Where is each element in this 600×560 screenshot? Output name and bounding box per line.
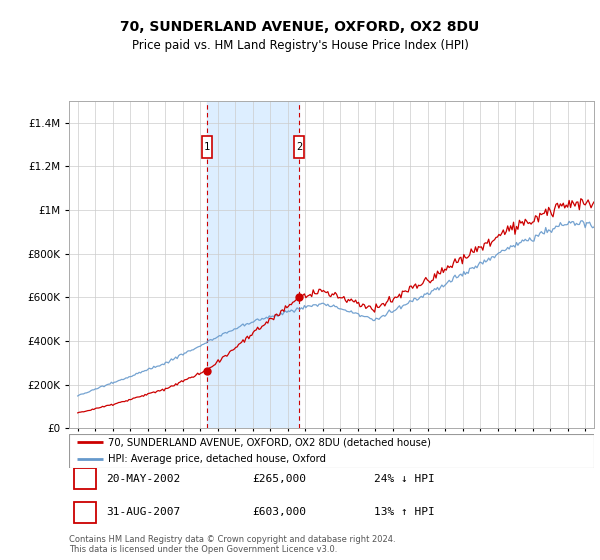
Text: 24% ↓ HPI: 24% ↓ HPI: [373, 474, 434, 484]
Text: 2: 2: [296, 142, 302, 152]
FancyBboxPatch shape: [202, 136, 212, 157]
Text: 1: 1: [204, 142, 210, 152]
Text: 70, SUNDERLAND AVENUE, OXFORD, OX2 8DU: 70, SUNDERLAND AVENUE, OXFORD, OX2 8DU: [121, 20, 479, 34]
Text: 70, SUNDERLAND AVENUE, OXFORD, OX2 8DU (detached house): 70, SUNDERLAND AVENUE, OXFORD, OX2 8DU (…: [109, 437, 431, 447]
Text: Price paid vs. HM Land Registry's House Price Index (HPI): Price paid vs. HM Land Registry's House …: [131, 39, 469, 52]
Bar: [74, 468, 96, 489]
Bar: [74, 502, 96, 523]
Text: 2: 2: [82, 507, 89, 517]
Text: £603,000: £603,000: [253, 507, 307, 517]
Text: 1: 1: [82, 474, 89, 484]
Text: £265,000: £265,000: [253, 474, 307, 484]
Text: 20-MAY-2002: 20-MAY-2002: [106, 474, 180, 484]
Bar: [207, 101, 299, 428]
Text: HPI: Average price, detached house, Oxford: HPI: Average price, detached house, Oxfo…: [109, 454, 326, 464]
Text: 31-AUG-2007: 31-AUG-2007: [106, 507, 180, 517]
Text: Contains HM Land Registry data © Crown copyright and database right 2024.
This d: Contains HM Land Registry data © Crown c…: [69, 535, 395, 554]
FancyBboxPatch shape: [295, 136, 304, 157]
Text: 13% ↑ HPI: 13% ↑ HPI: [373, 507, 434, 517]
